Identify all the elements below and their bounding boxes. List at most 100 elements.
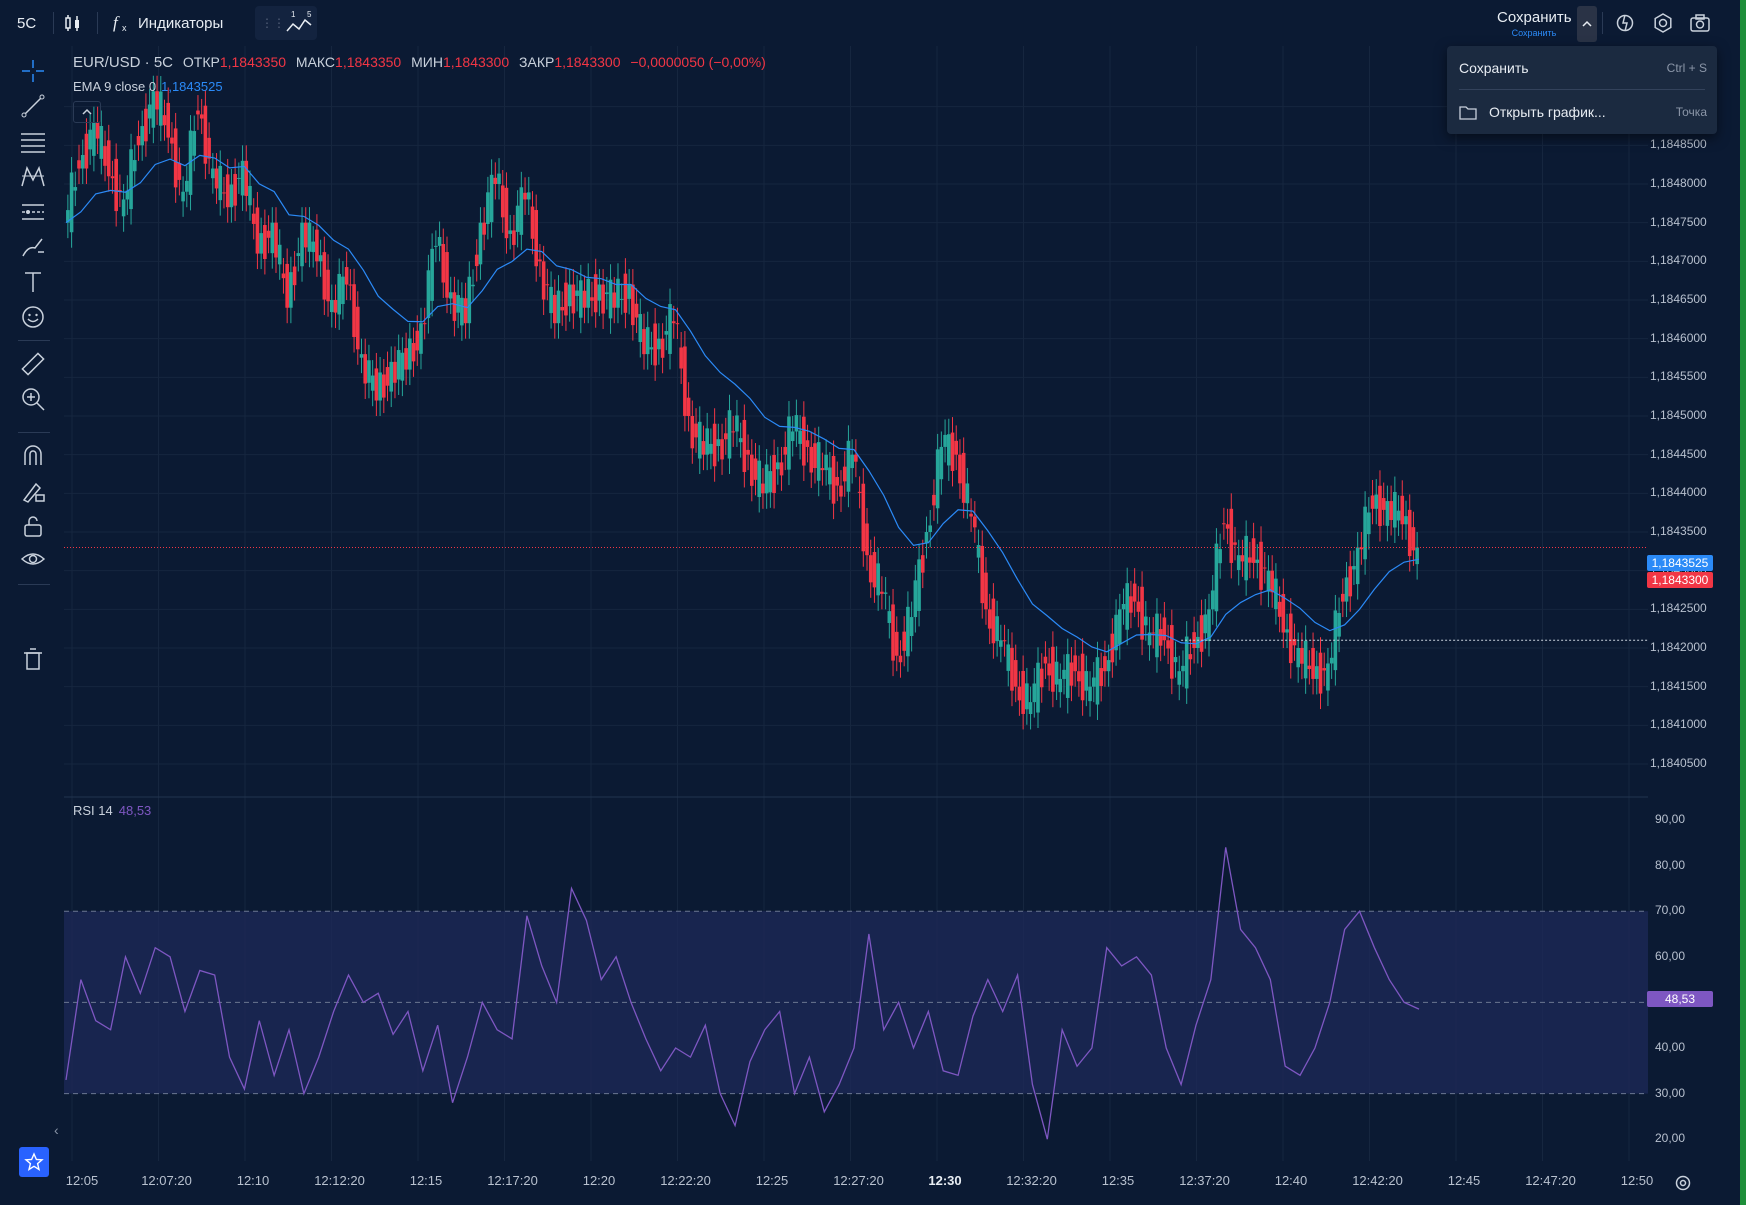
candle-body (634, 303, 639, 318)
candle-body (434, 245, 438, 247)
candle-body (110, 176, 115, 179)
candle-body (880, 591, 884, 594)
candle-body (1381, 498, 1386, 510)
candle-body (1370, 495, 1375, 509)
eye-icon[interactable] (20, 546, 46, 572)
save-menu-caret[interactable] (1577, 6, 1597, 42)
candle-body (467, 276, 472, 324)
candle-body (229, 184, 234, 208)
candle-body (720, 439, 724, 460)
candle-body (1344, 577, 1349, 602)
candle-body (1069, 662, 1074, 686)
candle-body (348, 284, 353, 286)
candle-body (1151, 632, 1156, 634)
candle-body (928, 525, 933, 532)
ema-label: EMA 9 close 0 (73, 79, 157, 94)
trash-icon[interactable] (20, 646, 46, 672)
candle-body (400, 352, 405, 381)
time-axis-label: 12:25 (755, 1173, 789, 1188)
save-layout-button[interactable]: Сохранить Сохранить (1497, 8, 1572, 40)
candle-body (1385, 501, 1390, 526)
lock-drawing-icon[interactable] (20, 478, 46, 504)
brush-icon[interactable] (20, 234, 46, 260)
candle-body (1407, 509, 1412, 557)
candle-body (285, 263, 289, 308)
time-axis-label: 12:10 (236, 1173, 270, 1188)
candle-body (1199, 615, 1204, 652)
rsi-legend[interactable]: RSI 14 48,53 (73, 803, 151, 818)
fib-retracement-icon[interactable] (20, 129, 46, 155)
candle-body (422, 323, 427, 325)
candle-body (121, 199, 126, 217)
candle-body (764, 464, 769, 494)
candle-body (419, 323, 423, 354)
text-icon[interactable] (20, 269, 46, 295)
camera-icon[interactable] (1689, 12, 1711, 34)
candle-body (932, 494, 936, 506)
forecast-icon[interactable] (20, 199, 46, 225)
candle-body (697, 421, 702, 459)
candle-body (969, 513, 973, 517)
time-axis-label: 12:20 (582, 1173, 616, 1188)
candle-body (1106, 660, 1111, 672)
magnet-icon[interactable] (20, 443, 46, 469)
price-chart[interactable] (64, 46, 1648, 1161)
candle-body (292, 266, 297, 286)
candle-body (564, 282, 568, 316)
candle-body (809, 446, 814, 473)
candle-body (352, 284, 356, 338)
candle-body (642, 329, 646, 355)
chart-type-button[interactable] (63, 0, 83, 46)
ruler-icon[interactable] (20, 351, 46, 377)
candle-body (534, 210, 539, 267)
pattern-icon[interactable] (20, 164, 46, 190)
quick-search-icon[interactable] (1614, 12, 1636, 34)
price-axis-label: 1,1845000 (1650, 408, 1707, 422)
candle-body (80, 155, 85, 169)
svg-text:x: x (122, 23, 127, 33)
candle-body (170, 137, 174, 144)
candle-body (965, 483, 970, 504)
crosshair-icon[interactable] (20, 58, 46, 84)
collapse-legend-button[interactable] (73, 101, 101, 123)
trend-line-icon[interactable] (20, 93, 46, 119)
candle-body (1393, 492, 1397, 528)
candle-body (1021, 670, 1025, 714)
candle-body (727, 410, 732, 459)
interval-button[interactable]: 5С (17, 14, 37, 32)
candle-body (1396, 510, 1401, 521)
symbol-legend: EUR/USD · 5С ОТКР1,1843350 МАКС1,1843350… (73, 54, 766, 71)
chart-settings-icon[interactable] (1674, 1174, 1692, 1192)
toolbar-divider (1602, 12, 1603, 34)
candle-body (850, 454, 854, 469)
candle-body (66, 210, 70, 223)
ema-legend[interactable]: EMA 9 close 0 1,1843525 (73, 79, 223, 94)
scroll-left-icon[interactable]: ‹ (54, 1122, 59, 1138)
symbol-title[interactable]: EUR/USD · 5С (73, 54, 174, 71)
candle-body (92, 122, 96, 156)
menu-item-open-chart[interactable]: Открыть график... Точка (1447, 90, 1717, 134)
candle-body (987, 609, 992, 629)
menu-item-save[interactable]: Сохранить Ctrl + S (1447, 46, 1717, 90)
candle-body (1333, 610, 1338, 671)
candle-body (902, 631, 906, 651)
emoji-icon[interactable] (20, 304, 46, 330)
price-axis-label: 1,1846500 (1650, 292, 1707, 306)
candle-body (430, 248, 434, 301)
zoom-in-icon[interactable] (20, 386, 46, 412)
indicator-templates-button[interactable]: ⋮⋮ 1 5 (255, 6, 317, 40)
time-axis-label: 12:50 (1620, 1173, 1654, 1188)
price-axis-label: 1,1840500 (1650, 756, 1707, 770)
candle-body (1311, 648, 1315, 679)
high-label: МАКС (295, 54, 336, 70)
candle-body (99, 126, 104, 159)
settings-gear-icon[interactable] (1652, 12, 1674, 34)
candle-body (1285, 629, 1289, 633)
candle-body (1103, 656, 1107, 672)
unlock-icon[interactable] (20, 513, 46, 539)
favorites-button[interactable] (19, 1147, 49, 1177)
indicators-button[interactable]: f x Индикаторы (112, 0, 223, 46)
menu-item-label: Открыть график... (1489, 104, 1606, 120)
close-label: ЗАКР (519, 54, 555, 70)
candle-body (753, 458, 758, 480)
